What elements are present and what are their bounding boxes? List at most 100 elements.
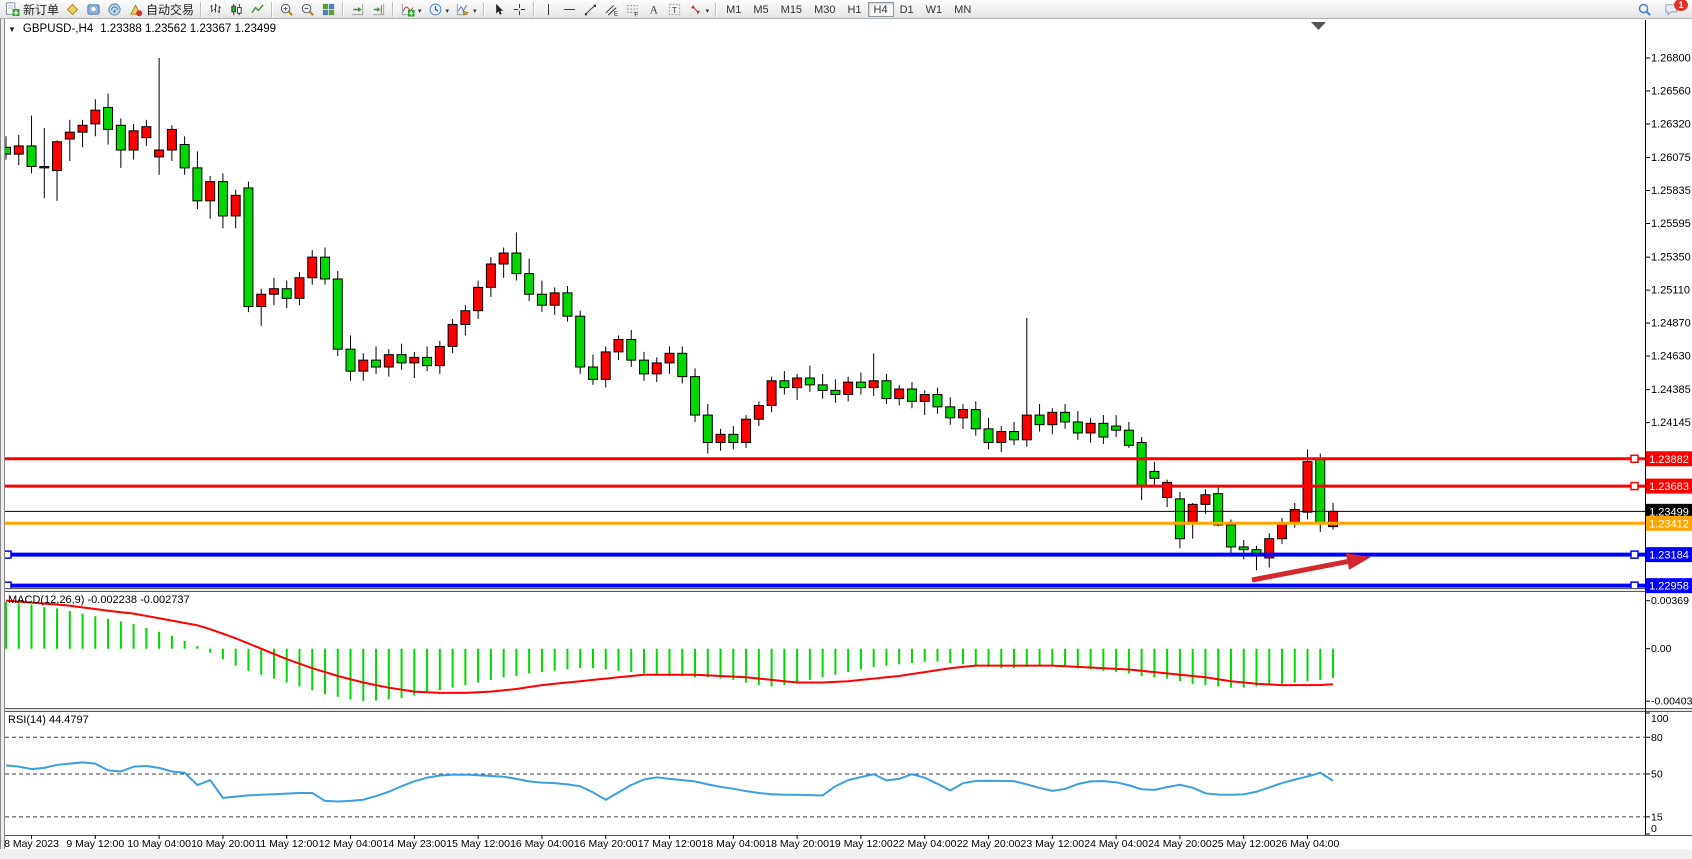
- templates-dropdown-icon[interactable]: [473, 2, 477, 16]
- svg-text:1.26560: 1.26560: [1651, 85, 1691, 97]
- navigator-icon: [87, 3, 100, 15]
- svg-text:1.23882: 1.23882: [1649, 454, 1689, 466]
- svg-text:25 May 12:00: 25 May 12:00: [1212, 838, 1276, 850]
- svg-text:15: 15: [1651, 811, 1663, 823]
- tf-m5-button[interactable]: M5: [747, 2, 774, 17]
- tf-m1-button[interactable]: M1: [720, 2, 747, 17]
- svg-text:10 May 20:00: 10 May 20:00: [191, 838, 255, 850]
- svg-text:0.00369: 0.00369: [1651, 595, 1689, 607]
- templates-button[interactable]: [452, 1, 480, 18]
- chart-shift-icon: [372, 3, 385, 15]
- svg-text:9 May 12:00: 9 May 12:00: [66, 838, 124, 850]
- arrow-annotation[interactable]: [1251, 553, 1371, 583]
- arrows-button[interactable]: [685, 1, 713, 18]
- toolbar-separator: [532, 1, 535, 17]
- text-button[interactable]: A: [643, 1, 664, 18]
- svg-text:1.23412: 1.23412: [1649, 518, 1689, 530]
- indicators-dropdown-icon[interactable]: [418, 2, 422, 16]
- svg-text:-0.004038: -0.004038: [1651, 696, 1692, 708]
- toolbar-separator: [715, 1, 718, 17]
- market-watch-button[interactable]: [62, 1, 83, 18]
- rsi-level-lines: [5, 736, 1645, 818]
- terminal-button[interactable]: [104, 1, 125, 18]
- candles-layer[interactable]: [1, 58, 1339, 571]
- horizontal-line-icon: [563, 8, 575, 10]
- crosshair-button[interactable]: [509, 1, 530, 18]
- tf-h4-button[interactable]: H4: [867, 1, 894, 17]
- svg-text:8 May 2023: 8 May 2023: [4, 838, 59, 850]
- fibonacci-button[interactable]: F: [622, 1, 643, 18]
- periods-dropdown-icon[interactable]: [446, 2, 450, 16]
- indicators-icon: [401, 3, 415, 17]
- tf-h1-button[interactable]: H1: [841, 2, 867, 17]
- arrows-icon: [690, 4, 700, 14]
- svg-text:1.26075: 1.26075: [1651, 152, 1691, 164]
- chart-background: [0, 19, 1692, 859]
- shift-marker-icon[interactable]: [1311, 22, 1326, 30]
- svg-text:1.23499: 1.23499: [1649, 506, 1689, 518]
- vertical-line-button[interactable]: [538, 1, 559, 18]
- candles-chart-icon: [231, 3, 242, 15]
- svg-text:1.24630: 1.24630: [1651, 351, 1691, 363]
- svg-text:22 May 04:00: 22 May 04:00: [893, 838, 957, 850]
- search-button[interactable]: [1634, 1, 1655, 18]
- price-axis[interactable]: 1.26800 1.26560 1.26320 1.26075 1.25835 1.255…: [1645, 53, 1691, 430]
- chart-shift-button[interactable]: [368, 1, 389, 18]
- svg-text:1.24145: 1.24145: [1651, 417, 1691, 429]
- bars-chart-button[interactable]: [205, 1, 226, 18]
- zoom-out-button[interactable]: [297, 1, 318, 18]
- horizontal-line-button[interactable]: [559, 1, 580, 18]
- periods-button[interactable]: [425, 1, 453, 18]
- collapse-icon[interactable]: [8, 23, 16, 35]
- new-order-icon: [5, 1, 20, 16]
- autotrading-label: 自动交易: [146, 2, 195, 17]
- line-chart-button[interactable]: [247, 1, 268, 18]
- channel-button[interactable]: E: [601, 1, 622, 18]
- svg-text:E: E: [613, 10, 617, 16]
- auto-scroll-button[interactable]: [347, 1, 368, 18]
- toolbar-separator: [392, 1, 395, 17]
- new-order-button[interactable]: 新订单: [2, 1, 62, 18]
- svg-text:T: T: [671, 4, 676, 14]
- label-button[interactable]: T: [664, 1, 685, 18]
- zoom-in-button[interactable]: [276, 1, 297, 18]
- svg-text:12 May 04:00: 12 May 04:00: [319, 838, 383, 850]
- candles-chart-button[interactable]: [226, 1, 247, 18]
- tf-mn-button[interactable]: MN: [948, 2, 977, 17]
- toolbar-separator: [200, 1, 203, 17]
- svg-text:1.25595: 1.25595: [1651, 218, 1691, 230]
- zoom-out-icon: [301, 3, 314, 16]
- chat-button[interactable]: 1: [1661, 0, 1688, 18]
- cursor-button[interactable]: [488, 1, 509, 18]
- rsi-line: [5, 761, 1334, 803]
- indicators-button[interactable]: [397, 1, 425, 18]
- horizontal-line-objects[interactable]: [3, 454, 1645, 590]
- svg-text:1.26320: 1.26320: [1651, 118, 1691, 130]
- auto-scroll-icon: [351, 3, 364, 15]
- bars-chart-icon: [210, 3, 221, 13]
- tf-w1-button[interactable]: W1: [920, 2, 949, 17]
- svg-text:19 May 12:00: 19 May 12:00: [829, 838, 893, 850]
- cursor-icon: [495, 3, 503, 15]
- trendline-button[interactable]: [580, 1, 601, 18]
- channel-icon: E: [605, 4, 617, 17]
- tile-windows-button[interactable]: [318, 1, 339, 18]
- svg-text:0: 0: [1651, 823, 1657, 835]
- market-watch-icon: [66, 3, 79, 15]
- tf-d1-button[interactable]: D1: [894, 2, 920, 17]
- svg-text:50: 50: [1651, 769, 1663, 781]
- tf-m15-button[interactable]: M15: [775, 2, 808, 17]
- arrows-dropdown-icon[interactable]: [706, 2, 710, 16]
- autotrading-button[interactable]: 自动交易: [125, 1, 197, 18]
- trendline-icon: [584, 4, 596, 15]
- svg-text:F: F: [634, 11, 638, 16]
- navigator-button[interactable]: [83, 1, 104, 18]
- tf-m30-button[interactable]: M30: [808, 2, 841, 17]
- macd-name: MACD(12,26,9): [8, 594, 85, 606]
- tile-windows-icon: [322, 3, 335, 15]
- rsi-indicator-label: RSI(14) 44.4797: [8, 714, 89, 726]
- time-axis[interactable]: 8 May 2023 9 May 12:00 10 May 04:00 10 May …: [4, 835, 1339, 850]
